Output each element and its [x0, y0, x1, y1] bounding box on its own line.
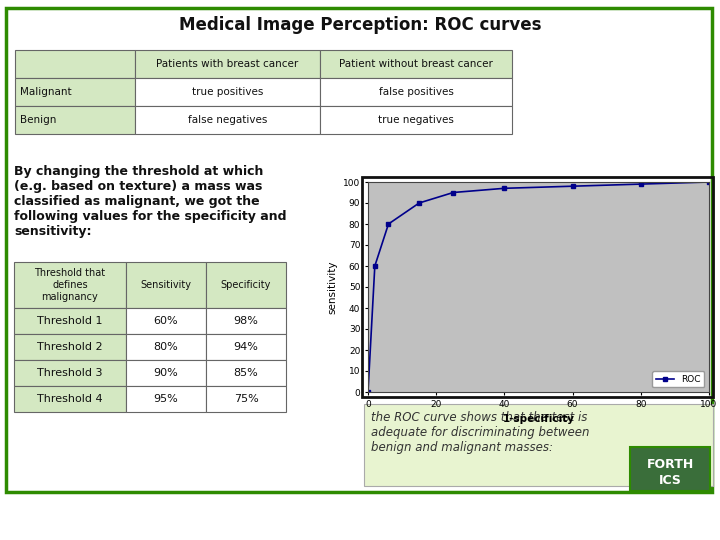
FancyBboxPatch shape: [14, 308, 126, 334]
Text: Threshold that
defines
malignancy: Threshold that defines malignancy: [35, 268, 106, 302]
Line: ROC: ROC: [366, 180, 711, 394]
Text: true negatives: true negatives: [378, 115, 454, 125]
Text: FORTH: FORTH: [647, 457, 693, 470]
Text: 85%: 85%: [233, 368, 258, 378]
X-axis label: 1-specificity: 1-specificity: [503, 414, 575, 424]
FancyBboxPatch shape: [630, 447, 710, 491]
FancyBboxPatch shape: [14, 334, 126, 360]
FancyBboxPatch shape: [126, 386, 206, 412]
Text: ICS: ICS: [659, 474, 681, 487]
FancyBboxPatch shape: [206, 308, 286, 334]
FancyBboxPatch shape: [364, 404, 713, 486]
FancyBboxPatch shape: [126, 360, 206, 386]
ROC: [449, 189, 458, 195]
Text: 98%: 98%: [233, 316, 258, 326]
FancyBboxPatch shape: [15, 106, 135, 134]
Text: Malignant: Malignant: [20, 87, 71, 97]
Text: 75%: 75%: [233, 394, 258, 404]
FancyBboxPatch shape: [320, 50, 512, 78]
FancyBboxPatch shape: [126, 308, 206, 334]
FancyBboxPatch shape: [126, 334, 206, 360]
FancyBboxPatch shape: [135, 78, 320, 106]
Text: Medical Image Perception: ROC curves: Medical Image Perception: ROC curves: [179, 16, 541, 34]
Text: 94%: 94%: [233, 342, 258, 352]
FancyBboxPatch shape: [14, 262, 126, 308]
FancyBboxPatch shape: [206, 386, 286, 412]
Text: Threshold 3: Threshold 3: [37, 368, 103, 378]
Text: Patient without breast cancer: Patient without breast cancer: [339, 59, 493, 69]
Text: Benign: Benign: [20, 115, 56, 125]
Text: Threshold 1: Threshold 1: [37, 316, 103, 326]
Text: true positives: true positives: [192, 87, 264, 97]
FancyBboxPatch shape: [320, 106, 512, 134]
Y-axis label: sensitivity: sensitivity: [328, 260, 338, 314]
ROC: [568, 183, 577, 190]
Text: Specificity: Specificity: [221, 280, 271, 290]
Text: By changing the threshold at which
(e.g. based on texture) a mass was
classified: By changing the threshold at which (e.g.…: [14, 165, 287, 238]
FancyBboxPatch shape: [135, 50, 320, 78]
FancyBboxPatch shape: [135, 106, 320, 134]
Text: Threshold 4: Threshold 4: [37, 394, 103, 404]
ROC: [384, 221, 393, 227]
FancyBboxPatch shape: [206, 360, 286, 386]
FancyBboxPatch shape: [15, 78, 135, 106]
FancyBboxPatch shape: [126, 262, 206, 308]
Text: false negatives: false negatives: [188, 115, 267, 125]
Text: the ROC curve shows that the test is
adequate for discriminating between
benign : the ROC curve shows that the test is ade…: [371, 411, 590, 454]
FancyBboxPatch shape: [14, 386, 126, 412]
ROC: [371, 263, 379, 269]
Text: 60%: 60%: [153, 316, 179, 326]
ROC: [364, 389, 372, 395]
ROC: [705, 179, 714, 185]
Legend: ROC: ROC: [652, 372, 704, 388]
FancyBboxPatch shape: [206, 334, 286, 360]
Text: Sensitivity: Sensitivity: [140, 280, 192, 290]
FancyBboxPatch shape: [14, 360, 126, 386]
Text: 95%: 95%: [153, 394, 179, 404]
ROC: [415, 200, 423, 206]
Text: Patients with breast cancer: Patients with breast cancer: [156, 59, 299, 69]
FancyBboxPatch shape: [206, 262, 286, 308]
Text: 80%: 80%: [153, 342, 179, 352]
ROC: [500, 185, 509, 192]
FancyBboxPatch shape: [320, 78, 512, 106]
Text: 90%: 90%: [153, 368, 179, 378]
Text: Threshold 2: Threshold 2: [37, 342, 103, 352]
Text: false positives: false positives: [379, 87, 454, 97]
FancyBboxPatch shape: [6, 8, 712, 492]
ROC: [636, 181, 645, 187]
FancyBboxPatch shape: [15, 50, 135, 78]
